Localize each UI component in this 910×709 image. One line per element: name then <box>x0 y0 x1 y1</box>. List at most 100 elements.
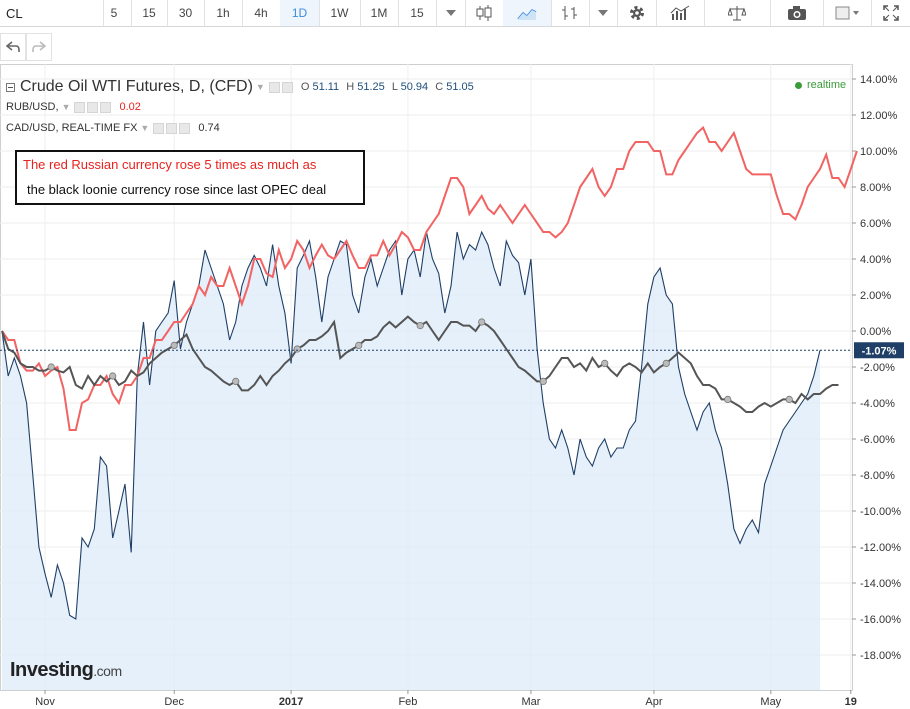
cad-point-marker <box>724 395 732 403</box>
interval-30[interactable]: 30 <box>167 0 205 26</box>
cad-value: 0.74 <box>198 122 220 134</box>
cad-point-marker <box>662 359 670 367</box>
cad-point-marker <box>232 377 240 385</box>
interval-1m[interactable]: 1M <box>360 0 399 26</box>
chevron-down-icon[interactable]: ▼ <box>140 123 150 133</box>
y-tick-label: 2.00% <box>860 290 891 302</box>
x-tick-label: 2017 <box>279 696 303 708</box>
low-label: L <box>391 81 398 93</box>
main-series-title: Crude Oil WTI Futures, D, (CFD) <box>20 78 253 95</box>
x-tick-label: Dec <box>164 696 184 708</box>
area-chart-icon[interactable] <box>503 0 552 26</box>
crude-area-fill <box>2 232 820 690</box>
gear-icon[interactable] <box>281 81 293 93</box>
price-chart[interactable]: 14.00% 12.00% 10.00% 8.00% 6.00% 4.00% 2.00% 0.… <box>0 64 910 709</box>
compare-scale-icon[interactable] <box>704 0 771 26</box>
fullscreen-icon[interactable] <box>871 0 910 26</box>
annotation-line-1: The red Russian currency rose 5 times as… <box>23 157 317 172</box>
x-tick-label: May <box>760 696 781 708</box>
y-tick-label: 4.00% <box>860 254 891 266</box>
plot-frame <box>0 64 853 691</box>
gear-icon[interactable] <box>166 122 178 134</box>
close-icon[interactable] <box>100 101 112 113</box>
collapse-icon[interactable] <box>6 82 15 92</box>
last-price-label: -1.07% <box>862 345 897 357</box>
realtime-indicator: realtime <box>795 79 846 91</box>
realtime-label: realtime <box>807 79 847 91</box>
y-tick-label: 10.00% <box>860 146 898 158</box>
y-tick-label: -2.00% <box>860 362 895 374</box>
chevron-down-icon[interactable]: ▼ <box>255 82 265 92</box>
y-tick-label: 14.00% <box>860 74 898 86</box>
bar-count-select[interactable]: 15 <box>398 0 437 26</box>
chevron-down-icon[interactable]: ▼ <box>61 102 71 112</box>
bar-chart-icon[interactable] <box>551 0 590 26</box>
series-markers <box>47 318 793 403</box>
interval-1h[interactable]: 1h <box>204 0 243 26</box>
top-toolbar: CL 5 15 30 1h 4h 1D 1W 1M 15 <box>0 0 910 27</box>
cad-point-marker <box>601 359 609 367</box>
interval-15[interactable]: 15 <box>131 0 168 26</box>
close-label: C <box>435 81 444 93</box>
eye-icon[interactable] <box>153 122 165 134</box>
camera-icon[interactable] <box>770 0 824 26</box>
cad-point-marker <box>416 321 424 330</box>
y-tick-label: 0.00% <box>860 326 891 338</box>
cad-point-marker <box>293 345 301 353</box>
y-tick-label: -4.00% <box>860 398 895 410</box>
chevron-down-icon[interactable] <box>436 0 466 26</box>
undo-redo-bar <box>0 33 52 61</box>
y-tick-label: -8.00% <box>860 470 895 482</box>
cad-point-marker <box>539 377 547 385</box>
chart-axes: 14.00% 12.00% 10.00% 8.00% 6.00% 4.00% 2.00% 0.… <box>0 74 904 708</box>
open-value: 51.11 <box>312 81 340 93</box>
x-tick-label: Feb <box>398 696 417 708</box>
redo-icon[interactable] <box>26 33 52 61</box>
close-icon[interactable] <box>179 122 191 134</box>
interval-5[interactable]: 5 <box>97 0 132 26</box>
logo-brand: Investing <box>10 659 94 681</box>
candlestick-icon[interactable] <box>465 0 504 26</box>
symbol-search-input[interactable]: CL <box>0 0 104 26</box>
indicators-icon[interactable] <box>656 0 705 26</box>
legend-main: Crude Oil WTI Futures, D, (CFD) ▼ O 51.1… <box>6 78 478 96</box>
cad-point-marker <box>785 395 793 403</box>
y-tick-label: -14.00% <box>860 578 901 590</box>
low-value: 50.94 <box>400 81 429 93</box>
ohlc-values: O 51.11 H 51.25 L 50.94 C 51.05 <box>301 81 478 93</box>
interval-1d[interactable]: 1D <box>280 0 320 26</box>
cad-point-marker <box>355 341 363 349</box>
status-dot-icon <box>795 81 802 89</box>
x-tick-label: Nov <box>35 696 55 708</box>
color-square-icon[interactable] <box>823 0 872 26</box>
annotation-line-2: the black loonie currency rose since las… <box>27 182 327 197</box>
interval-4h[interactable]: 4h <box>242 0 281 26</box>
x-tick-label: Mar <box>521 696 540 708</box>
legend-rub: RUB/USD, ▼ 0.02 <box>6 101 141 113</box>
crude-oil-line <box>1 230 821 620</box>
eye-icon[interactable] <box>74 101 86 113</box>
gear-icon[interactable] <box>617 0 657 26</box>
annotation-box[interactable]: The red Russian currency rose 5 times as… <box>15 150 365 205</box>
chevron-down-icon[interactable] <box>589 0 618 26</box>
crude-area <box>2 232 820 690</box>
cad-point-marker <box>478 318 486 326</box>
undo-icon[interactable] <box>0 33 26 61</box>
y-tick-label: 6.00% <box>860 218 891 230</box>
rub-value: 0.02 <box>119 101 141 113</box>
open-label: O <box>300 81 310 93</box>
eye-icon[interactable] <box>268 81 280 93</box>
legend-cad: CAD/USD, REAL-TIME FX ▼ 0.74 <box>6 122 220 134</box>
last-price-badge <box>854 342 904 359</box>
y-tick-label: 12.00% <box>860 110 898 122</box>
rub-series-name: RUB/USD, <box>6 101 59 113</box>
x-tick-label: 19 <box>845 696 857 708</box>
investing-logo: Investing.com <box>10 659 122 682</box>
y-tick-label: -6.00% <box>860 434 895 446</box>
gear-icon[interactable] <box>87 101 99 113</box>
interval-1w[interactable]: 1W <box>319 0 361 26</box>
y-tick-label: -16.00% <box>860 614 901 626</box>
cad-point-marker <box>170 341 178 349</box>
y-tick-label: -12.00% <box>860 542 901 554</box>
y-tick-label: 8.00% <box>860 182 891 194</box>
